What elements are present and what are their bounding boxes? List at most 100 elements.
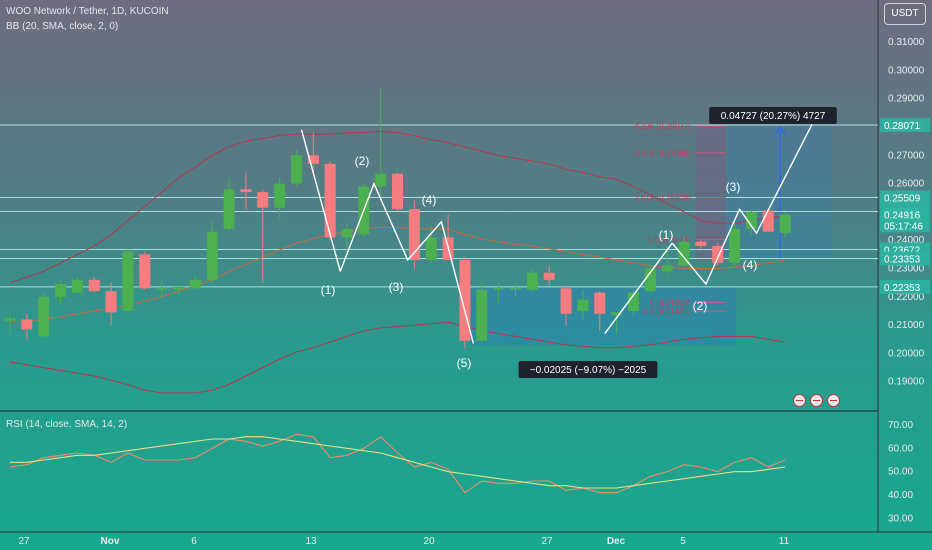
wave-label: (3) <box>389 280 404 294</box>
candle-up <box>425 237 437 261</box>
measure-up-label-bg <box>709 107 837 124</box>
time-tick-label: Dec <box>607 536 626 547</box>
price-tick-label: 0.29000 <box>888 94 925 105</box>
wave-label: (4) <box>743 258 758 272</box>
wave-count-line <box>671 123 813 286</box>
price-tick-label: 0.23000 <box>888 264 925 275</box>
candle-up <box>493 288 505 290</box>
price-tag-label: 0.28071 <box>884 121 921 132</box>
bollinger-legend: BB (20, SMA, close, 2, 0) <box>6 21 119 32</box>
candle-down <box>543 272 555 280</box>
candle-down <box>695 241 707 246</box>
measure-up-arrowhead <box>774 126 786 135</box>
price-tick-label: 0.24000 <box>888 235 925 246</box>
rsi-sma-line <box>10 436 786 489</box>
remove-indicator-icon[interactable] <box>827 394 840 407</box>
candle-down <box>459 260 471 341</box>
wave-label: (1) <box>659 228 674 242</box>
remove-indicator-icon[interactable] <box>810 394 823 407</box>
price-tick-label: 0.20000 <box>888 348 925 359</box>
candle-up <box>661 265 673 272</box>
bb-middle-line <box>9 227 786 323</box>
candle-up <box>223 189 235 229</box>
candle-up <box>627 292 639 311</box>
price-tag-bg <box>880 279 930 294</box>
candle-up <box>206 231 218 280</box>
wave-count-line <box>339 181 475 344</box>
price-tag-label: 0.25509 <box>884 194 921 205</box>
price-tag-bg <box>880 118 930 133</box>
candle-down <box>139 254 151 289</box>
measure-up-label: 0.04727 (20.27%) 4727 <box>721 111 826 122</box>
measure-up-box <box>695 125 833 259</box>
time-tick-label: 13 <box>305 536 317 547</box>
time-tick-label: 11 <box>779 536 790 547</box>
remove-indicator-icon[interactable] <box>793 394 806 407</box>
price-tick-label: 0.30000 <box>888 65 925 76</box>
candle-up <box>510 288 521 290</box>
candle-up <box>577 299 589 311</box>
candle-up <box>526 272 538 290</box>
rsi-line <box>9 433 786 494</box>
candle-down <box>307 155 319 164</box>
candle-down <box>257 192 269 208</box>
candle-down <box>408 209 420 261</box>
fib-level-label: 4.236 (0.28037) <box>634 122 691 131</box>
fib-level-label: 0.5 (0.21491) <box>643 307 691 316</box>
wave-label: (4) <box>422 193 437 207</box>
candle-down <box>240 189 252 193</box>
bb-upper-line <box>9 130 786 284</box>
currency-button[interactable]: USDT <box>884 3 926 25</box>
candle-down <box>324 163 336 238</box>
candle-down <box>21 319 33 330</box>
candle-down <box>105 291 117 313</box>
candle-down <box>560 288 572 314</box>
candle-up <box>375 173 387 187</box>
rsi-tick-label: 70.00 <box>888 420 913 431</box>
wave-start-leg <box>604 242 673 335</box>
candle-down <box>88 279 100 292</box>
candle-down <box>712 245 724 263</box>
candle-up <box>4 318 16 321</box>
wave-start-leg <box>300 129 341 272</box>
candle-up <box>476 289 488 341</box>
candle-up <box>156 288 168 290</box>
candle-down <box>392 173 404 210</box>
rsi-tick-label: 40.00 <box>888 490 913 501</box>
fib-level-label: 1.618 (0.24) <box>648 235 691 244</box>
price-tag-label: 0.23672 <box>884 246 921 257</box>
candle-up <box>729 228 741 263</box>
candle-down <box>594 292 606 314</box>
candle-up <box>189 279 201 289</box>
candle-up <box>122 251 134 311</box>
candle-up <box>341 228 353 238</box>
price-tick-label: 0.31000 <box>888 37 925 48</box>
rsi-tick-label: 50.00 <box>888 467 913 478</box>
candle-up <box>274 183 286 208</box>
price-tag-bg <box>880 207 930 222</box>
time-tick-label: 5 <box>680 536 686 547</box>
price-tag-bg <box>880 251 930 266</box>
candle-up <box>779 214 791 234</box>
candle-down <box>762 210 774 232</box>
wave-label: (1) <box>321 283 336 297</box>
price-tick-label: 0.19000 <box>888 377 925 388</box>
measure-down-label-bg <box>518 361 658 378</box>
price-tick-label: 0.26000 <box>888 179 925 190</box>
price-tag-label: 05:17:46 <box>884 221 923 232</box>
candle-up <box>290 155 302 184</box>
fib-extension-box <box>695 124 727 262</box>
price-tick-label: 0.22000 <box>888 292 925 303</box>
rsi-tick-label: 60.00 <box>888 443 913 454</box>
candle-up <box>678 241 690 266</box>
candle-up <box>55 284 67 297</box>
symbol-title: WOO Network / Tether, 1D, KUCOIN <box>6 6 169 17</box>
price-tag-bg <box>880 190 930 205</box>
price-tag-bg <box>880 218 930 233</box>
candle-up <box>173 286 184 290</box>
bb-lower-line <box>9 321 786 394</box>
price-tag-label: 0.24916 <box>884 210 921 221</box>
rsi-legend: RSI (14, close, SMA, 14, 2) <box>6 419 128 430</box>
candle-up <box>644 268 656 292</box>
